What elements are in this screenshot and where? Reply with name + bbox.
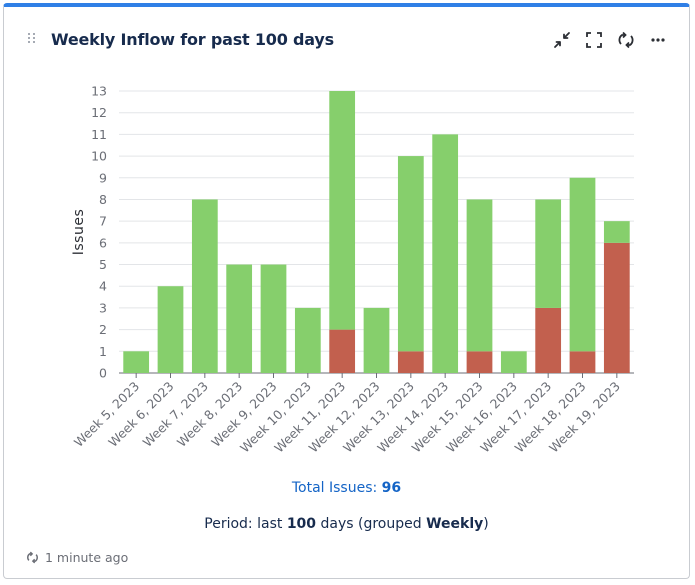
last-updated-text: 1 minute ago <box>45 550 129 565</box>
refresh-small-icon <box>27 551 38 564</box>
period-middle: days (grouped <box>316 516 427 532</box>
y-tick-label: 7 <box>99 214 107 229</box>
bar-green <box>466 199 493 352</box>
collapse-button[interactable] <box>551 29 573 51</box>
y-tick-label: 3 <box>99 300 107 315</box>
y-tick-label: 6 <box>99 235 107 250</box>
period-group: Weekly <box>426 516 484 532</box>
bar-green <box>569 177 596 352</box>
bar-green <box>363 307 390 373</box>
fullscreen-button[interactable] <box>583 29 605 51</box>
fullscreen-icon <box>586 32 602 48</box>
bar-red <box>535 307 562 373</box>
total-issues-value: 96 <box>381 480 402 496</box>
y-tick-label: 1 <box>99 344 107 359</box>
bar-green <box>157 286 184 373</box>
bar-red <box>569 351 596 373</box>
bar-red <box>397 351 424 373</box>
y-tick-label: 2 <box>99 322 107 337</box>
bar-green <box>432 134 459 373</box>
bar-red <box>466 351 493 373</box>
y-tick-label: 8 <box>99 192 107 207</box>
bar-green <box>123 351 150 373</box>
bar-red <box>603 242 630 373</box>
total-issues: Total Issues: 96 <box>4 480 689 496</box>
bar-red <box>329 329 356 373</box>
minimize-icon <box>554 32 570 48</box>
period-suffix: ) <box>483 516 489 532</box>
y-tick-label: 9 <box>99 170 107 185</box>
y-axis-label: Issues <box>71 209 87 256</box>
gadget-card: Weekly Inflow for past 100 days <box>3 3 690 579</box>
total-issues-label: Total Issues: <box>291 480 382 496</box>
y-tick-label: 4 <box>99 279 107 294</box>
y-tick-label: 12 <box>91 105 107 120</box>
bar-green <box>535 199 562 308</box>
gadget-title: Weekly Inflow for past 100 days <box>51 30 334 49</box>
last-updated: 1 minute ago <box>26 550 128 565</box>
y-tick-label: 13 <box>91 84 107 99</box>
gadget-header: Weekly Inflow for past 100 days <box>4 7 689 71</box>
y-tick-label: 10 <box>91 149 107 164</box>
y-tick-label: 11 <box>91 127 107 142</box>
period-prefix: Period: last <box>204 516 287 532</box>
refresh-button[interactable] <box>615 29 637 51</box>
bar-green <box>260 264 287 373</box>
bar-green <box>226 264 253 373</box>
bar-green <box>329 91 356 330</box>
refresh-icon <box>618 31 634 49</box>
bar-green <box>397 156 424 352</box>
y-tick-label: 0 <box>99 366 107 381</box>
period-days: 100 <box>286 516 317 532</box>
bar-green <box>191 199 218 373</box>
more-icon <box>651 38 665 42</box>
more-button[interactable] <box>647 29 669 51</box>
drag-handle-icon[interactable] <box>28 33 38 47</box>
bar-green <box>500 351 527 373</box>
bar-green <box>294 307 321 373</box>
bar-green <box>603 221 630 243</box>
y-tick-label: 5 <box>99 257 107 272</box>
period-text: Period: last 100 days (grouped Weekly) <box>4 516 689 532</box>
